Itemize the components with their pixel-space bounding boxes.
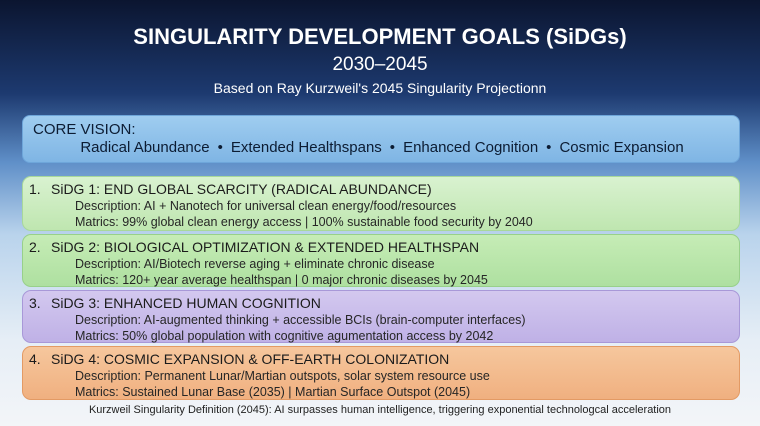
core-vision: CORE VISION: Radical Abundance • Extended … <box>22 115 740 163</box>
goal-metrics: Matrics: Sustained Lunar Base (2035) | M… <box>75 385 471 399</box>
vision-item: Enhanced Cognition <box>403 139 539 156</box>
goal-title: SiDG 1: END GLOBAL SCARCITY (RADICAL ABU… <box>51 181 432 197</box>
core-label: CORE VISION: <box>33 121 136 138</box>
vision-item: Cosmic Expansion <box>559 139 684 156</box>
goal-number: 1. <box>29 181 41 197</box>
goal-description: Description: AI + Nanotech for universal… <box>75 199 457 213</box>
goal-number: 4. <box>29 351 41 367</box>
subtitle: Based on Ray Kurzweil's 2045 Singularity… <box>213 80 547 96</box>
goal-description: Description: AI/Biotech reverse aging + … <box>75 257 435 271</box>
years: 2030–2045 <box>332 54 428 75</box>
goal-card: 4. SiDG 4: COSMIC EXPANSION & OFF-EARTH C… <box>22 346 740 400</box>
core-items: Radical Abundance • Extended Healthspans • E… <box>23 139 741 156</box>
goal-title: SiDG 4: COSMIC EXPANSION & OFF-EARTH COL… <box>51 351 450 367</box>
goal-title: SiDG 2: BIOLOGICAL OPTIMIZATION & EXTEND… <box>51 239 480 255</box>
separator: • <box>389 139 396 156</box>
separator: • <box>217 139 223 156</box>
goal-card: 1. SiDG 1: END GLOBAL SCARCITY (RADICAL A… <box>22 176 740 231</box>
goal-number: 2. <box>29 239 41 255</box>
goal-metrics: Matrics: 99% global clean energy access … <box>75 215 533 229</box>
goal-card: 3. SiDG 3: ENHANCED HUMAN COGNITION Descri… <box>22 290 740 343</box>
goal-number: 3. <box>29 295 41 311</box>
goal-description: Description: Permanent Lunar/Martian out… <box>75 369 490 383</box>
goal-card: 2. SiDG 2: BIOLOGICAL OPTIMIZATION & EXTE… <box>22 234 740 287</box>
footer: Kurzweil Singularity Definition (2045): … <box>88 404 672 416</box>
goal-title: SiDG 3: ENHANCED HUMAN COGNITION <box>51 295 321 311</box>
vision-item: Extended Healthspans <box>230 139 382 156</box>
goal-description: Description: AI-augmented thinking + acc… <box>75 313 526 327</box>
separator: • <box>546 139 552 156</box>
goal-metrics: Matrics: 50% global population with cogn… <box>75 329 494 343</box>
goal-metrics: Matrics: 120+ year average healthspan | … <box>75 273 488 287</box>
title: SINGULARITY DEVELOPMENT GOALS (SiDGs) <box>133 24 627 49</box>
vision-item: Radical Abundance <box>80 139 210 156</box>
